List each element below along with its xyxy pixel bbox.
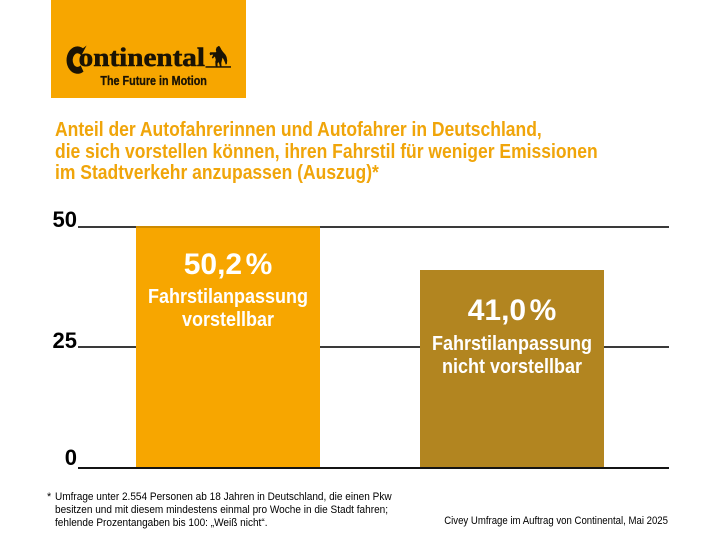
svg-text:ontinental: ontinental [79,42,205,72]
svg-text:The Future in Motion: The Future in Motion [100,74,206,88]
